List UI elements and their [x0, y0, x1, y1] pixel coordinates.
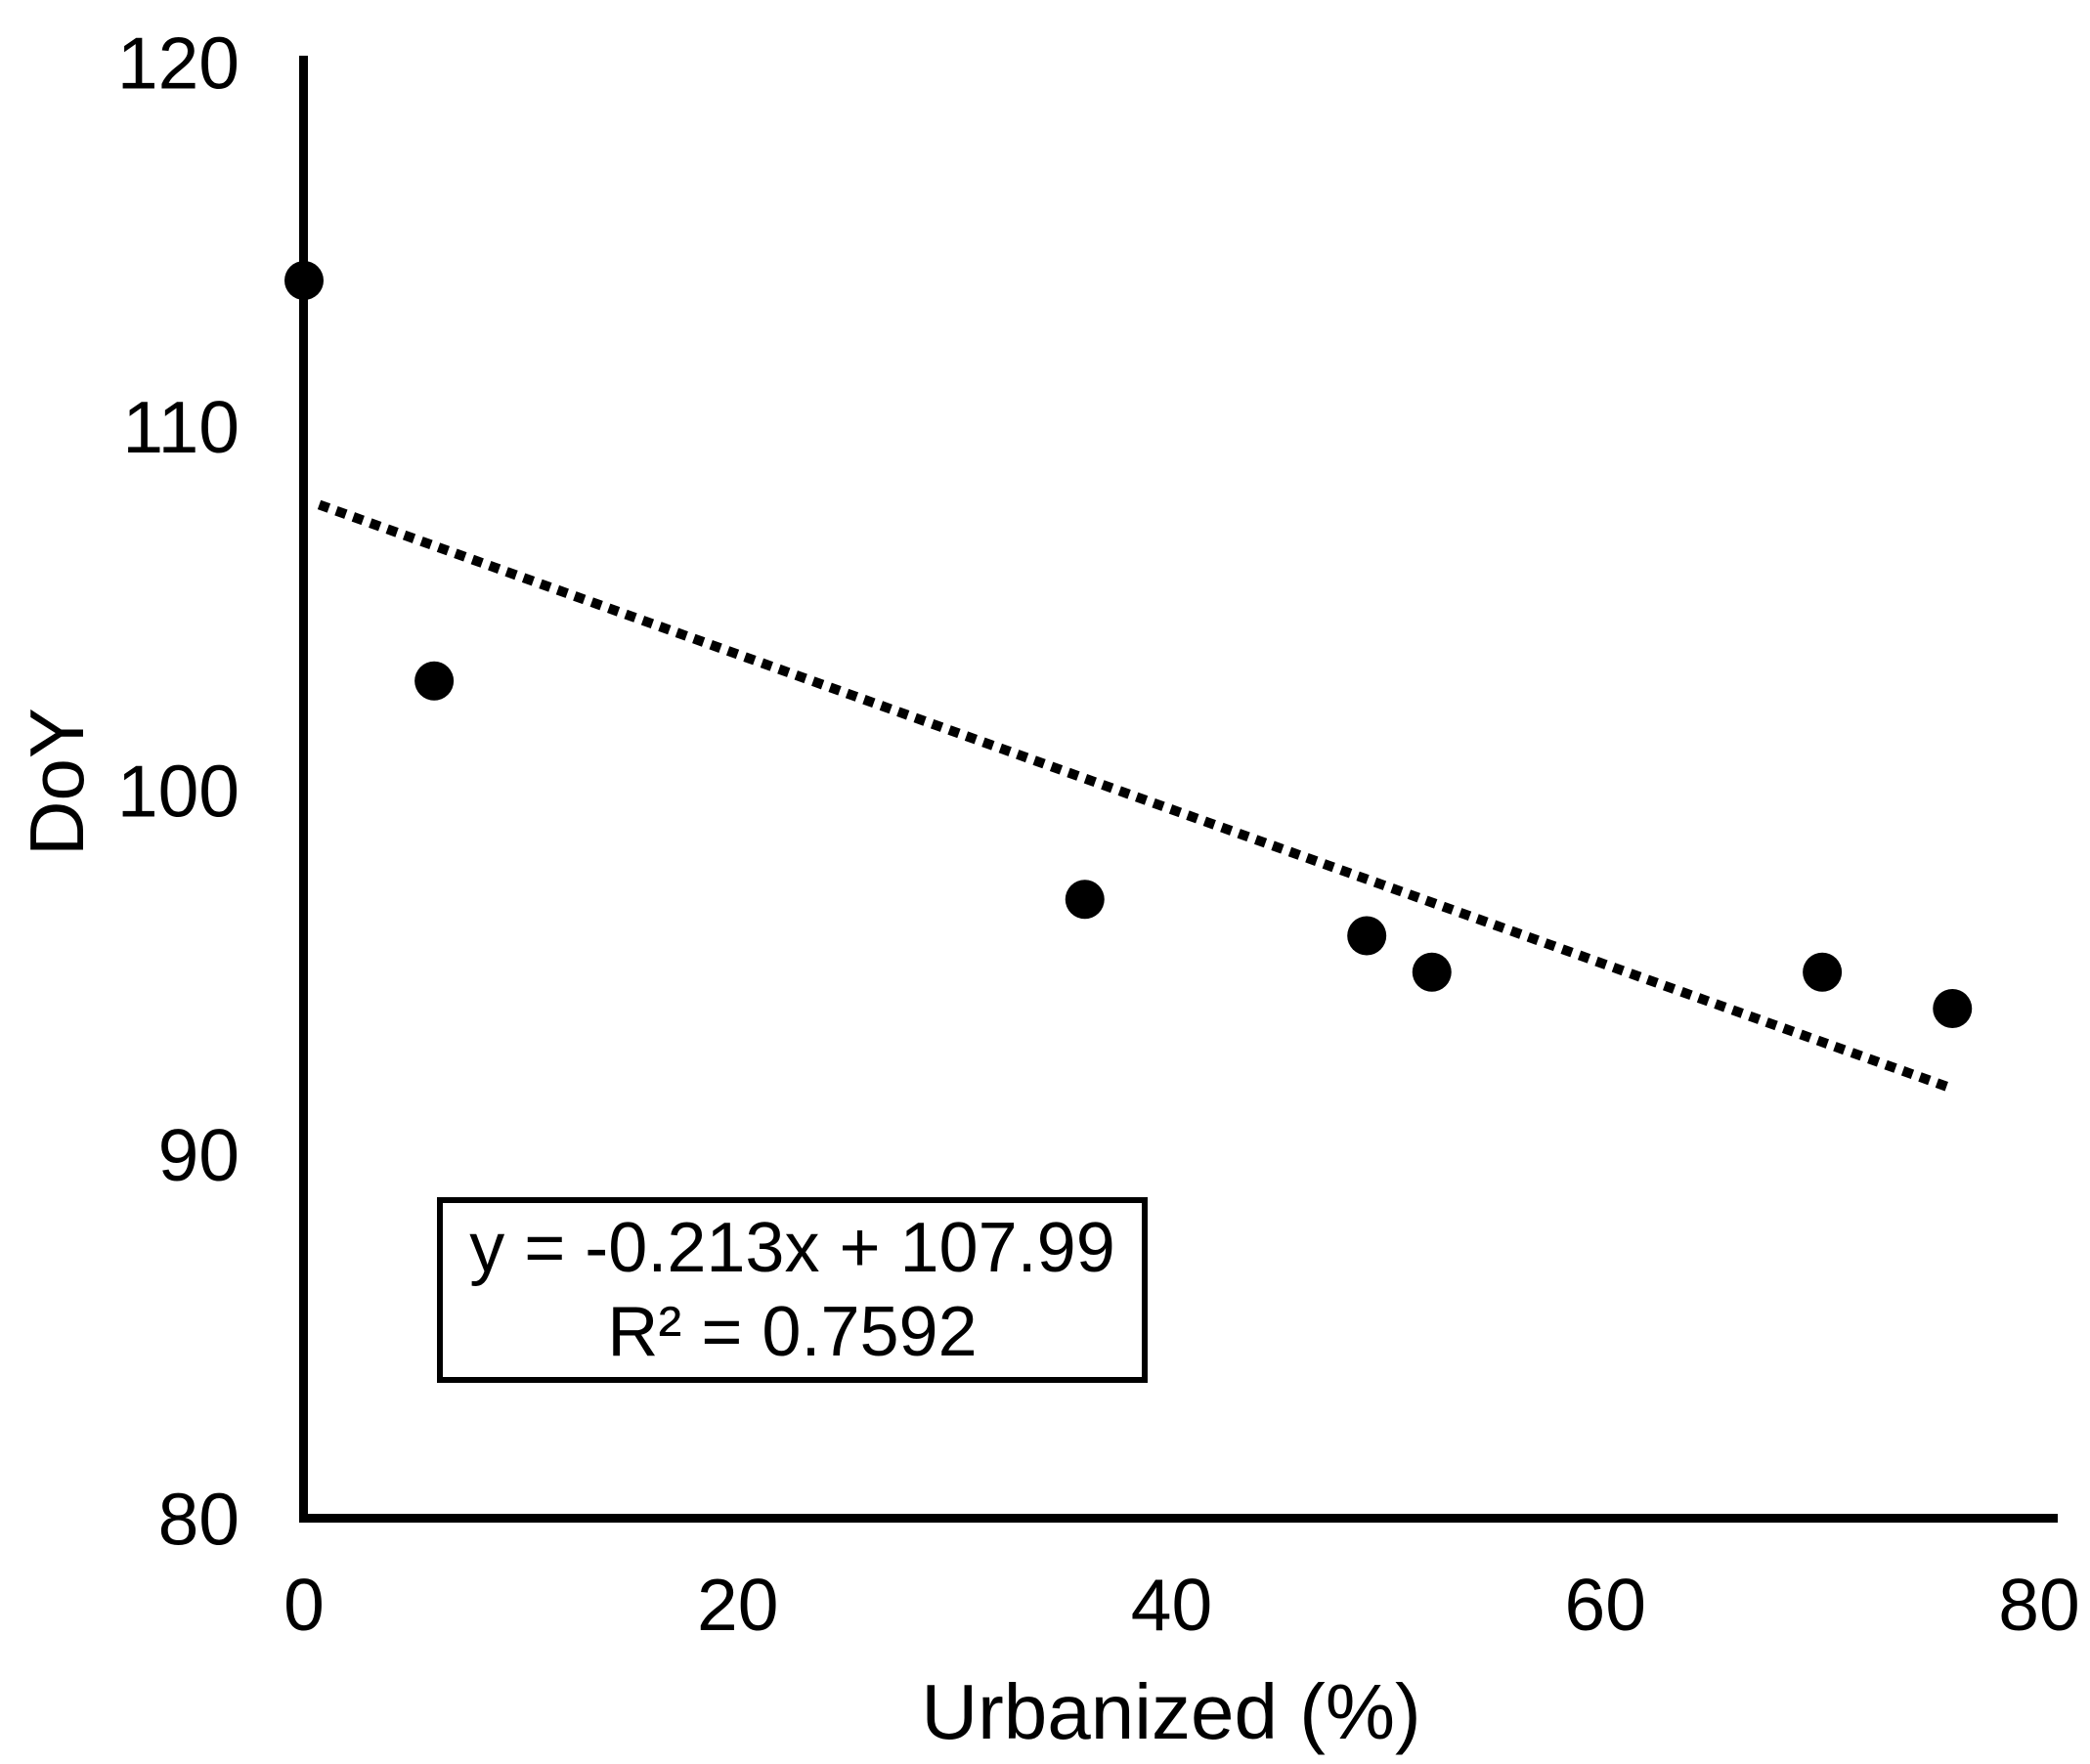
- y-tick-label: 120: [117, 22, 239, 105]
- equation-text: y = -0.213x + 107.99: [469, 1209, 1115, 1287]
- data-point: [1933, 989, 1973, 1028]
- y-tick-label: 80: [158, 1479, 239, 1561]
- equation-box: y = -0.213x + 107.99 R² = 0.7592: [437, 1197, 1148, 1383]
- data-point: [1065, 880, 1105, 920]
- y-tick-label: 100: [117, 751, 239, 833]
- data-point: [414, 661, 455, 701]
- x-tick-label: 40: [1131, 1564, 1212, 1646]
- x-tick-label: 60: [1565, 1564, 1646, 1646]
- r-squared-text: R² = 0.7592: [607, 1293, 978, 1371]
- data-point: [1347, 916, 1387, 956]
- data-point: [284, 261, 324, 300]
- y-tick-label: 110: [122, 386, 239, 468]
- y-tick-label: 90: [158, 1114, 239, 1196]
- x-tick-label: 80: [1998, 1564, 2079, 1646]
- y-axis-title: DoY: [14, 708, 100, 856]
- x-tick-label: 20: [697, 1564, 778, 1646]
- x-axis-title: Urbanized (%): [921, 1668, 1421, 1755]
- trendline: [317, 499, 1950, 1092]
- data-point: [1412, 952, 1452, 992]
- data-point: [1803, 952, 1843, 992]
- x-tick-label: 0: [283, 1564, 325, 1646]
